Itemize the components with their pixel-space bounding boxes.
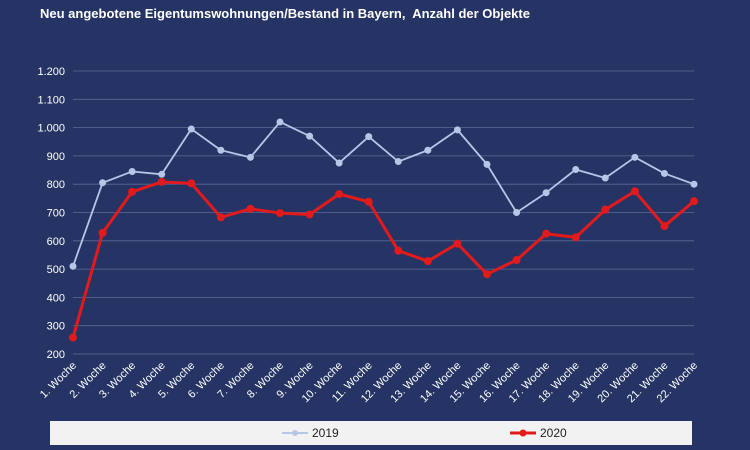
chart-title: Neu angebotene Eigentumswohnungen/Bestan… (40, 6, 530, 21)
data-point-2019 (453, 126, 461, 134)
y-tick-label: 1.000 (37, 123, 65, 135)
data-point-2020 (394, 246, 403, 255)
data-point-2019 (246, 153, 254, 161)
data-point-2019 (128, 167, 136, 175)
data-point-2019 (187, 125, 195, 133)
data-point-2019 (158, 170, 166, 178)
data-point-2019 (394, 158, 402, 166)
y-tick-label: 1.100 (37, 94, 65, 106)
y-tick-label: 400 (47, 292, 65, 304)
y-tick-label: 600 (47, 236, 65, 248)
data-point-2019 (99, 179, 107, 187)
data-point-2019 (276, 118, 284, 126)
data-point-2019 (690, 180, 698, 188)
data-point-2020 (660, 222, 669, 231)
data-point-2020 (276, 209, 284, 218)
plot-area: 2003004005006007008009001.0001.1001.2001… (37, 66, 700, 405)
data-point-2020 (98, 228, 107, 237)
data-point-2020 (364, 197, 373, 206)
data-point-2020 (690, 197, 698, 206)
data-point-2020 (571, 233, 580, 242)
data-point-2020 (128, 187, 137, 196)
y-tick-label: 900 (47, 151, 65, 163)
data-point-2020 (542, 229, 551, 238)
y-tick-label: 800 (47, 179, 65, 191)
data-point-2019 (69, 262, 77, 270)
data-point-2020 (335, 190, 344, 199)
data-point-2020 (187, 179, 196, 188)
data-point-2019 (572, 165, 580, 173)
y-tick-label: 1.200 (37, 66, 65, 78)
legend-label-2019: 2019 (312, 426, 339, 440)
data-point-2019 (335, 159, 343, 167)
y-tick-label: 700 (47, 208, 65, 220)
legend-marker-2019 (282, 430, 308, 436)
data-point-2020 (630, 187, 639, 196)
data-point-2020 (483, 270, 491, 279)
data-point-2020 (512, 256, 521, 265)
data-point-2020 (601, 205, 610, 214)
data-point-2019 (217, 146, 225, 154)
data-point-2020 (216, 213, 225, 222)
data-point-2019 (631, 153, 639, 161)
y-tick-label: 500 (47, 264, 65, 276)
data-point-2019 (513, 209, 521, 216)
series-line-2020 (71, 180, 695, 338)
data-point-2019 (601, 174, 609, 182)
data-point-2019 (542, 189, 550, 197)
data-point-2019 (424, 146, 432, 154)
y-tick-label: 300 (47, 321, 65, 333)
legend: 2019 2020 (50, 421, 692, 445)
legend-item-2020: 2020 (510, 421, 567, 445)
series-line-2019 (72, 121, 695, 267)
data-point-2019 (306, 132, 314, 140)
legend-marker-2020 (510, 429, 536, 437)
data-point-2020 (305, 210, 314, 219)
data-point-2020 (69, 333, 77, 342)
legend-item-2019: 2019 (282, 421, 339, 445)
data-point-2020 (423, 257, 432, 266)
data-point-2020 (157, 177, 166, 186)
legend-label-2020: 2020 (540, 426, 567, 440)
data-point-2019 (365, 133, 373, 141)
data-point-2020 (246, 204, 255, 213)
y-tick-label: 200 (47, 349, 65, 361)
data-point-2019 (483, 160, 491, 168)
data-point-2020 (453, 239, 462, 248)
data-point-2019 (660, 169, 668, 177)
